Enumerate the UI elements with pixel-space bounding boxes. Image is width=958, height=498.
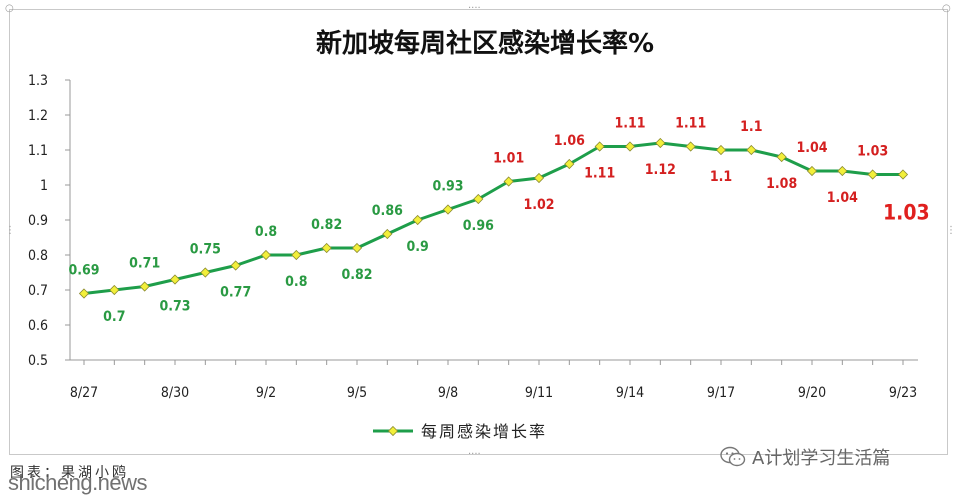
- data-label: 1.11: [675, 116, 706, 132]
- data-label: 0.9: [407, 239, 429, 255]
- watermark-text: shicheng.news: [8, 470, 148, 495]
- data-point: [806, 165, 818, 177]
- series-markers: [78, 137, 909, 299]
- data-point: [685, 141, 696, 152]
- data-point: [78, 288, 90, 299]
- data-label: 1.1: [710, 169, 732, 185]
- data-label: 0.82: [341, 267, 372, 283]
- y-tick-label: 1.1: [28, 143, 48, 159]
- x-tick-label: 8/30: [161, 385, 189, 401]
- data-point: [321, 242, 332, 254]
- data-point: [655, 137, 666, 149]
- x-tick-label: 9/14: [616, 385, 644, 401]
- data-labels: 0.69 0.7 0.71 0.73 0.75 0.77 0.8 0.8 0.82 0.82 0.8…: [68, 116, 929, 326]
- axes: 0.5 0.6 0.7 0.8 0.9 1 1.1 1.2 1.3 8/27 8/30 9/2 9/5 9…: [28, 73, 918, 401]
- x-tick-label: 8/27: [70, 385, 98, 401]
- series-line: [83, 141, 903, 295]
- data-label: 1.01: [493, 151, 524, 167]
- data-point: [351, 242, 363, 254]
- data-point: [260, 249, 272, 261]
- data-label: 1.03: [857, 144, 888, 160]
- data-point: [291, 249, 302, 261]
- x-tick-label: 9/20: [798, 385, 826, 401]
- x-tick-label: 9/11: [525, 385, 553, 401]
- data-label: 0.86: [372, 203, 403, 219]
- data-point: [412, 214, 423, 226]
- x-tick-label: 9/17: [707, 385, 735, 401]
- data-point: [746, 144, 757, 156]
- wechat-brand: A计划学习生活篇: [720, 444, 890, 470]
- x-tick-label: 9/8: [438, 385, 458, 401]
- wechat-brand-label: A计划学习生活篇: [752, 448, 891, 469]
- data-point: [442, 204, 454, 215]
- chart-frame: [9, 9, 948, 455]
- resize-handle-top-right[interactable]: ○: [942, 3, 951, 14]
- data-label: 0.96: [463, 218, 494, 234]
- y-tick-label: 0.6: [28, 318, 48, 334]
- data-label: 0.71: [129, 256, 160, 272]
- resize-handle-right[interactable]: ⋮: [946, 225, 956, 236]
- data-label: 1.06: [554, 133, 585, 149]
- data-point: [382, 228, 393, 240]
- data-label: 1.04: [827, 190, 858, 206]
- resize-handle-bottom[interactable]: ····: [468, 449, 481, 460]
- legend-marker: [387, 425, 399, 437]
- data-point: [230, 260, 241, 271]
- resize-handle-left[interactable]: ⋮: [5, 225, 15, 236]
- y-tick-label: 1.3: [28, 73, 48, 89]
- x-tick-label: 9/5: [347, 385, 367, 401]
- data-label: 0.8: [255, 224, 277, 240]
- data-label: 0.77: [220, 285, 251, 301]
- data-point: [776, 151, 787, 163]
- data-label: 1.1: [740, 119, 762, 135]
- data-point: [200, 267, 211, 278]
- data-label: 1.08: [766, 176, 797, 192]
- x-tick-label: 9/23: [889, 385, 917, 401]
- data-label: 1.11: [614, 116, 645, 132]
- data-label: 0.75: [190, 242, 221, 258]
- data-label: 1.02: [523, 197, 554, 213]
- data-point: [533, 172, 545, 184]
- y-tick-label: 0.7: [28, 283, 48, 299]
- x-tick-label: 9/2: [256, 385, 276, 401]
- data-point: [564, 158, 575, 170]
- y-tick-label: 0.5: [28, 353, 48, 369]
- data-label: 0.82: [311, 217, 342, 233]
- data-point: [715, 144, 727, 156]
- data-label: 0.7: [103, 309, 125, 325]
- data-point: [897, 169, 909, 180]
- data-point: [473, 193, 484, 205]
- data-label: 1.11: [584, 166, 615, 182]
- data-point: [624, 141, 636, 152]
- legend: 每周感染增长率: [373, 422, 547, 441]
- series-polyline: [83, 141, 903, 295]
- y-tick-label: 0.9: [28, 213, 48, 229]
- data-label: 0.8: [285, 274, 307, 290]
- data-point: [109, 284, 120, 296]
- data-point: [139, 281, 150, 292]
- data-point: [503, 176, 514, 187]
- y-tick-label: 0.8: [28, 248, 48, 264]
- y-tick-label: 1: [40, 178, 48, 194]
- data-label: 0.93: [432, 179, 463, 195]
- resize-handle-top-left[interactable]: ○: [5, 3, 14, 14]
- legend-label: 每周感染增长率: [421, 422, 547, 441]
- data-label: 0.73: [159, 299, 190, 315]
- data-label: 1.04: [796, 140, 827, 156]
- data-label: 1.03: [883, 201, 930, 225]
- wechat-icon: [720, 446, 746, 467]
- data-label: 0.69: [68, 263, 99, 279]
- data-point: [837, 165, 848, 177]
- y-tick-label: 1.2: [28, 108, 48, 124]
- chart-source-note: 图表：果湖小鸥: [10, 465, 129, 481]
- chart-title: 新加坡每周社区感染增长率%: [316, 28, 654, 59]
- data-point: [169, 274, 181, 285]
- data-point: [867, 169, 878, 180]
- resize-handle-top[interactable]: ····: [468, 3, 481, 14]
- data-label: 1.12: [645, 162, 676, 178]
- data-point: [594, 141, 605, 152]
